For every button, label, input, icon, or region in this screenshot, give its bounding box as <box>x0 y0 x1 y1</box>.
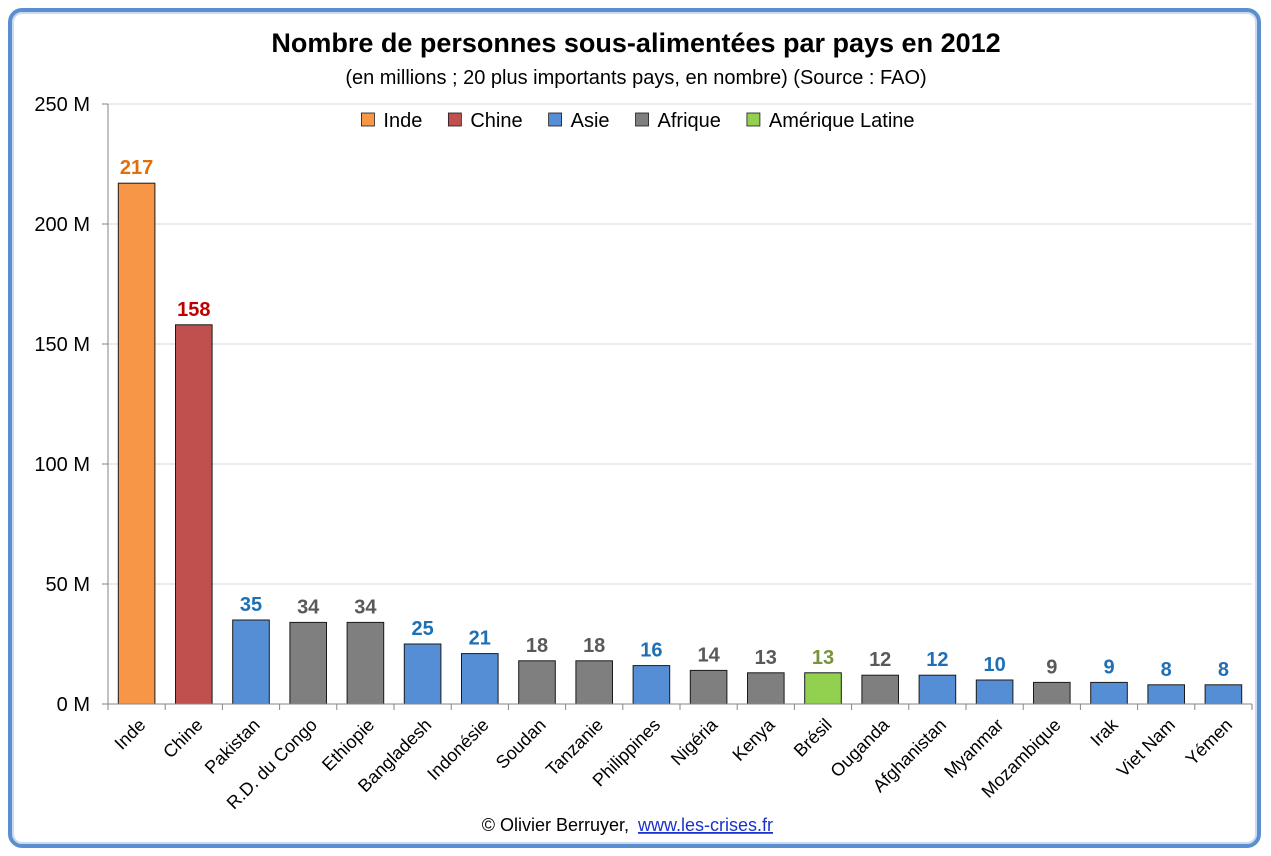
x-tick-label: Kenya <box>728 714 779 765</box>
x-tick-label: Soudan <box>492 715 550 773</box>
footer-link[interactable]: www.les-crises.fr <box>637 815 773 835</box>
gridlines <box>108 103 1252 585</box>
x-tick-label: Chine <box>159 715 206 762</box>
legend-swatch <box>447 112 462 127</box>
x-tick-label: Irak <box>1086 714 1122 750</box>
data-label: 9 <box>1046 656 1057 678</box>
bar <box>975 679 1014 705</box>
legend-label: Amérique Latine <box>769 110 915 132</box>
data-label: 35 <box>240 594 262 616</box>
bar <box>1204 684 1243 705</box>
bar <box>575 660 614 705</box>
y-tick-label: 0 M <box>57 694 90 716</box>
legend-label: Asie <box>571 110 610 132</box>
data-label: 9 <box>1103 656 1114 678</box>
data-label: 8 <box>1218 659 1229 681</box>
bar <box>746 672 785 705</box>
legend: Inde Chine Asie Afrique Amérique Latine <box>361 110 915 132</box>
bar <box>1032 681 1071 705</box>
footer-credit: © Olivier Berruyer, <box>482 815 629 835</box>
legend-swatch <box>635 112 649 127</box>
bar <box>117 182 156 705</box>
data-label: 16 <box>640 640 662 662</box>
x-tick-label: Viet Nam <box>1113 715 1179 781</box>
bar <box>689 669 728 705</box>
y-tick-label: 200 M <box>34 214 90 236</box>
bar <box>232 619 270 705</box>
data-label: 18 <box>583 635 605 657</box>
chart-frame <box>8 8 1261 848</box>
bar <box>918 674 957 705</box>
x-tick-label: Brésil <box>790 715 836 761</box>
legend-label: Afrique <box>658 110 721 132</box>
data-label: 14 <box>697 644 720 666</box>
bar <box>518 660 556 705</box>
x-tick-label: Indonésie <box>423 715 492 784</box>
bar <box>403 643 442 705</box>
data-label: 158 <box>177 299 210 321</box>
x-tick-label: Yémen <box>1182 715 1236 769</box>
legend-swatch <box>746 112 761 127</box>
y-tick-label: 100 M <box>34 454 90 476</box>
y-axis: 0 M 50 M 100 M 150 M 200 M 250 M <box>34 94 109 716</box>
data-label: 217 <box>120 157 153 179</box>
bar <box>1147 684 1186 705</box>
bar <box>174 324 213 705</box>
legend-swatch <box>361 112 375 127</box>
legend-label: Inde <box>383 110 422 132</box>
bar <box>804 672 842 705</box>
y-tick-label: 50 M <box>46 574 90 596</box>
data-label: 34 <box>354 596 377 618</box>
bars: 217 158 35 34 34 25 21 18 18 16 14 13 13 12 12 10 9 9 8 8 <box>117 157 1243 705</box>
bar <box>632 665 671 705</box>
y-tick-label: 250 M <box>34 94 90 116</box>
bar <box>346 621 385 705</box>
bar <box>289 621 328 705</box>
x-tick-label: Nigéria <box>667 714 722 769</box>
data-label: 13 <box>755 647 777 669</box>
legend-swatch <box>548 112 563 127</box>
data-label: 21 <box>469 628 491 650</box>
data-label: 13 <box>812 647 834 669</box>
data-label: 8 <box>1161 659 1172 681</box>
x-tick-label: Inde <box>111 715 150 754</box>
legend-label: Chine <box>470 110 522 132</box>
data-label: 10 <box>983 654 1005 676</box>
bar <box>1090 681 1128 705</box>
data-label: 34 <box>297 596 320 618</box>
y-tick-label: 150 M <box>34 334 90 356</box>
chart-subtitle: (en millions ; 20 plus importants pays, … <box>345 67 926 89</box>
data-label: 12 <box>926 649 948 671</box>
chart-title: Nombre de personnes sous-alimentées par … <box>271 28 1000 58</box>
data-label: 12 <box>869 649 891 671</box>
bar <box>861 674 900 705</box>
data-label: 25 <box>411 618 433 640</box>
bar <box>460 653 499 705</box>
data-label: 18 <box>526 635 548 657</box>
